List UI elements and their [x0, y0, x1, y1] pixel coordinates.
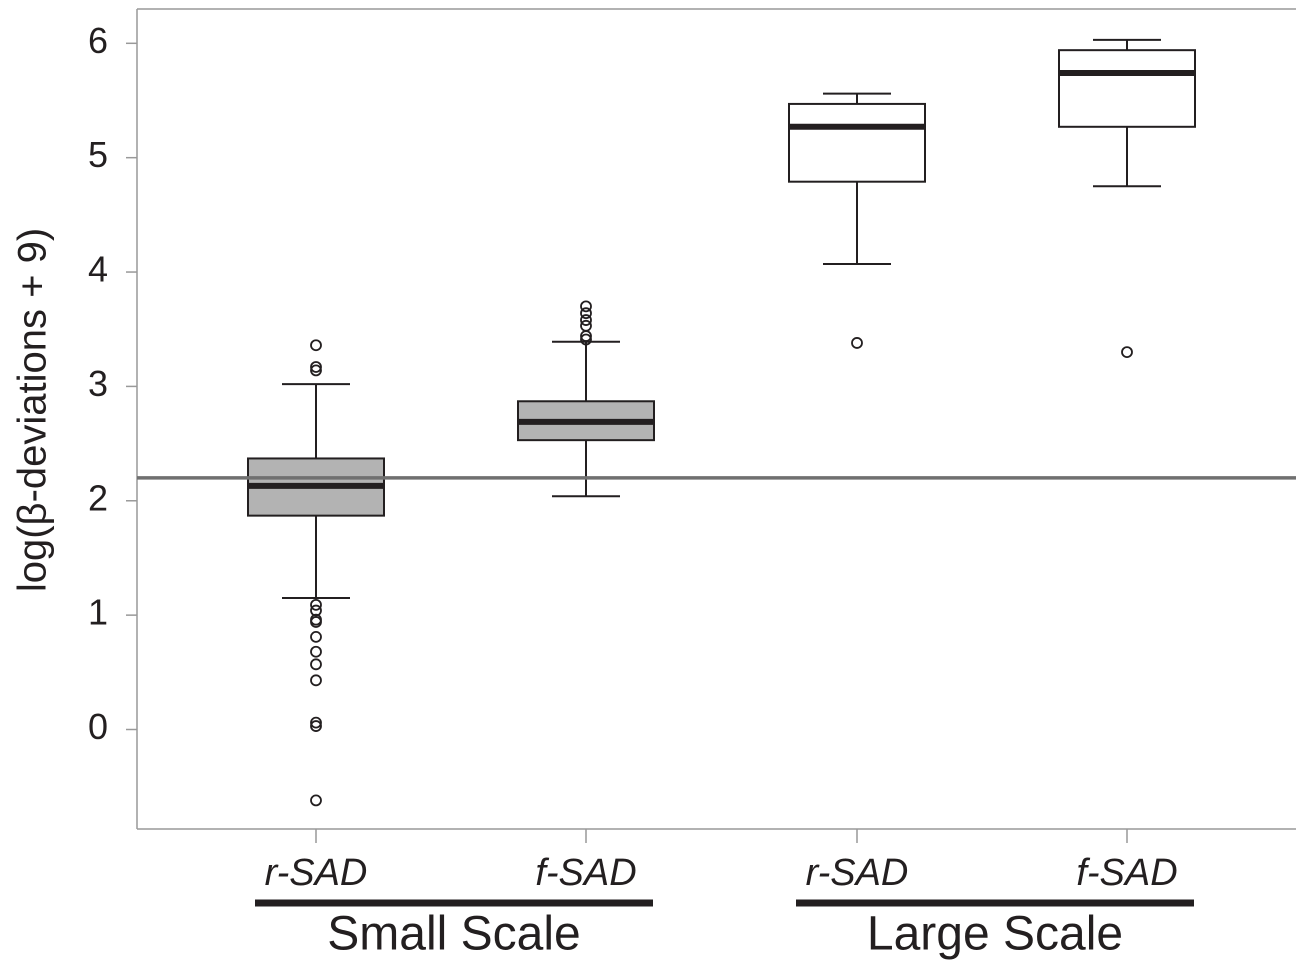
x-tick-label: f-SAD [535, 852, 636, 894]
outlier [310, 364, 322, 377]
outlier [580, 307, 592, 320]
outlier [580, 333, 592, 346]
outlier [580, 314, 592, 326]
y-tick-label: 1 [88, 592, 108, 633]
outlier [310, 720, 322, 732]
box [788, 102, 926, 183]
outlier [310, 361, 322, 373]
outlier [1121, 346, 1133, 358]
y-tick-label: 2 [88, 477, 108, 518]
x-tick-label: r-SAD [806, 852, 909, 894]
y-tick-label: 6 [88, 20, 108, 61]
group-label: Large Scale [867, 908, 1123, 961]
outlier [310, 616, 322, 628]
y-tick-label: 3 [88, 363, 108, 404]
y-axis-label: log(β-deviations + 9) [11, 228, 55, 592]
outlier [851, 337, 863, 349]
group-label: Small Scale [327, 908, 580, 961]
y-tick-label: 4 [88, 249, 108, 290]
outlier [310, 630, 322, 643]
y-tick-label: 5 [88, 134, 108, 175]
outlier [580, 300, 592, 313]
x-tick-label: r-SAD [265, 852, 368, 894]
outlier [310, 658, 322, 671]
outlier [310, 645, 322, 658]
outlier [310, 674, 322, 687]
x-tick-label: f-SAD [1076, 852, 1177, 894]
outlier [310, 794, 322, 807]
outlier [310, 598, 322, 611]
outlier [310, 716, 322, 729]
outlier [580, 330, 592, 342]
box [1058, 49, 1196, 128]
y-tick-label: 0 [88, 706, 108, 747]
outlier [310, 339, 322, 352]
